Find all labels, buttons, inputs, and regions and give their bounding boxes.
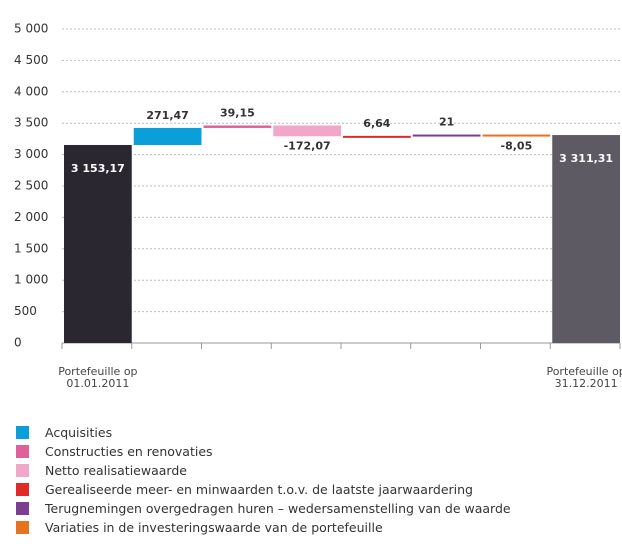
legend-label: Gerealiseerde meer- en minwaarden t.o.v.… (45, 482, 473, 497)
legend-label: Terugnemingen overgedragen huren – weder… (45, 501, 511, 516)
y-tick-label: 5 000 (14, 22, 48, 36)
bar (482, 134, 551, 137)
value-label: 271,47 (146, 109, 188, 122)
value-label: 21 (439, 116, 454, 129)
legend-swatch (16, 464, 29, 477)
legend-item: Acquisities (16, 425, 112, 440)
bar (412, 134, 481, 137)
legend-swatch (16, 521, 29, 534)
y-tick-label: 500 (14, 304, 37, 318)
value-label: 6,64 (363, 117, 390, 130)
bar (343, 135, 411, 138)
y-tick-label: 3 000 (14, 147, 48, 161)
legend-item: Netto realisatiewaarde (16, 463, 187, 478)
y-tick-label: 1 500 (14, 241, 48, 255)
legend-label: Netto realisatiewaarde (45, 463, 187, 478)
bar (552, 135, 620, 343)
legend-item: Gerealiseerde meer- en minwaarden t.o.v.… (16, 482, 473, 497)
y-tick-label: 1 000 (14, 273, 48, 287)
value-label: -172,07 (284, 139, 331, 152)
legend-item: Terugnemingen overgedragen huren – weder… (16, 501, 511, 516)
bar (133, 127, 202, 145)
bar (273, 125, 341, 137)
x-tick-label: Portefeuille op 01.01.2011 (58, 365, 138, 390)
legend-item: Variaties in de investeringswaarde van d… (16, 520, 383, 535)
value-label: -8,05 (501, 140, 533, 153)
legend-item: Constructies en renovaties (16, 444, 213, 459)
value-label: 39,15 (220, 106, 255, 119)
x-tick-label: Portefeuille op 31.12.2011 (546, 365, 622, 390)
bar (203, 125, 272, 128)
value-label: 3 153,17 (71, 162, 125, 175)
y-tick-label: 4 000 (14, 84, 48, 98)
legend-swatch (16, 502, 29, 515)
y-tick-label: 0 (14, 336, 22, 350)
y-tick-label: 2 000 (14, 210, 48, 224)
value-label: 3 311,31 (559, 152, 613, 165)
y-tick-label: 4 500 (14, 53, 48, 67)
legend-swatch (16, 445, 29, 458)
legend-swatch (16, 426, 29, 439)
y-tick-label: 3 500 (14, 116, 48, 130)
y-tick-label: 2 500 (14, 179, 48, 193)
legend-label: Variaties in de investeringswaarde van d… (45, 520, 383, 535)
legend-swatch (16, 483, 29, 496)
bar (64, 144, 132, 343)
legend-label: Constructies en renovaties (45, 444, 213, 459)
legend-label: Acquisities (45, 425, 113, 440)
